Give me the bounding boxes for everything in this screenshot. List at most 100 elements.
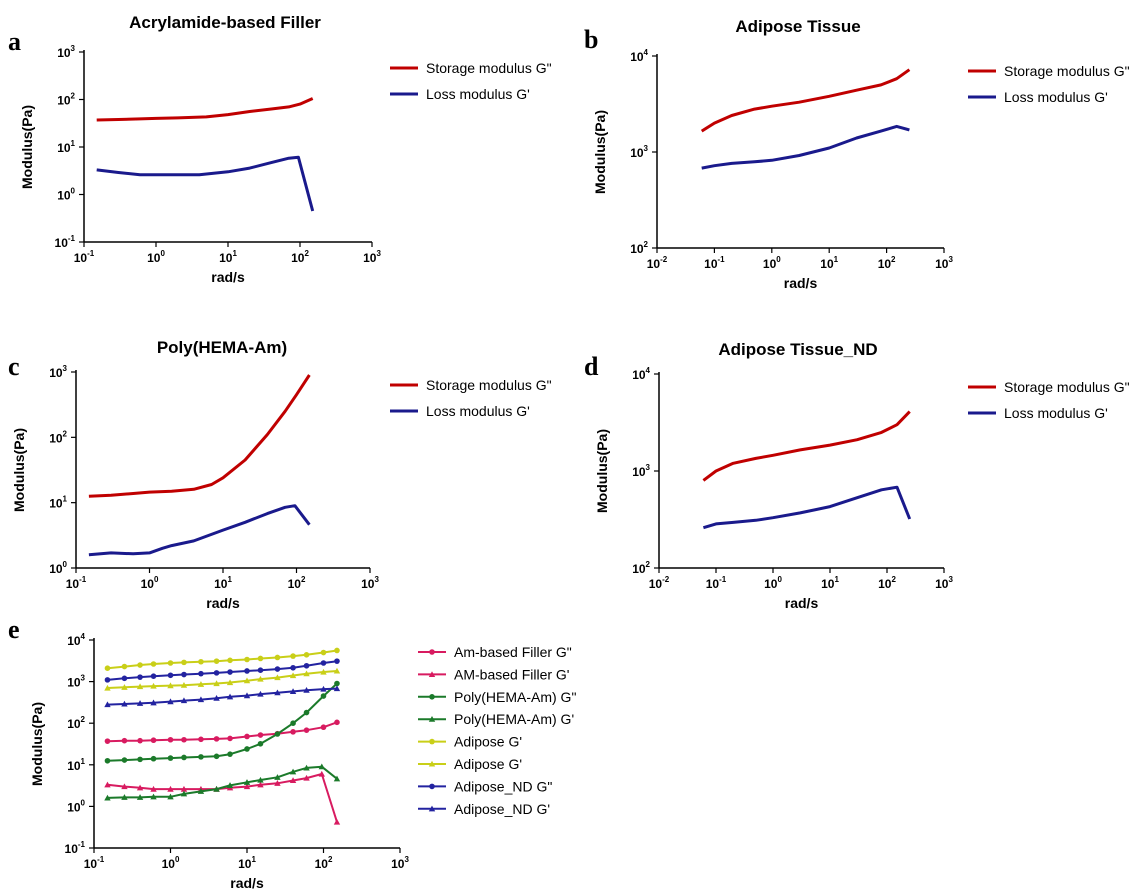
data-point xyxy=(150,699,157,706)
legend-entry: Adipose G' xyxy=(454,756,522,772)
y-tick-label: 102 xyxy=(57,92,75,108)
data-point xyxy=(198,754,204,760)
data-point xyxy=(289,777,297,784)
y-tick-label: 102 xyxy=(49,429,67,445)
data-point xyxy=(213,736,220,742)
x-tick-label: 10-1 xyxy=(74,249,95,265)
data-point xyxy=(104,794,111,801)
data-point xyxy=(226,782,234,788)
data-point xyxy=(150,673,157,679)
chart-title-d: Adipose Tissue_ND xyxy=(718,340,877,359)
legend-entry: Storage modulus G" xyxy=(426,377,552,393)
data-point xyxy=(303,709,310,716)
legend-entry: Storage modulus G" xyxy=(1004,379,1130,395)
data-point xyxy=(274,666,281,672)
x-tick-label: 100 xyxy=(162,855,180,871)
series-line-e-5 xyxy=(107,670,338,689)
data-point xyxy=(320,685,327,692)
data-point xyxy=(227,751,233,757)
data-point xyxy=(121,794,128,800)
data-point xyxy=(303,662,310,669)
y-tick-label: 103 xyxy=(57,44,75,60)
series-line-e-6 xyxy=(107,660,338,681)
series-line-a-0 xyxy=(96,97,314,122)
series-line-e-3 xyxy=(107,765,338,799)
x-tick-label: 100 xyxy=(763,255,781,271)
x-tick-label: 102 xyxy=(878,255,896,271)
x-tick-label: 10-1 xyxy=(66,575,87,591)
data-point xyxy=(150,682,157,689)
data-point xyxy=(121,663,128,670)
data-point xyxy=(243,779,251,785)
series-line-e-2 xyxy=(107,682,338,762)
legend-marker xyxy=(429,738,435,745)
series-line-d-0 xyxy=(702,410,911,482)
data-point xyxy=(289,688,297,695)
data-point xyxy=(136,784,144,791)
data-point xyxy=(303,687,310,693)
data-point xyxy=(257,781,264,788)
data-point xyxy=(257,667,264,673)
panel-label-d: d xyxy=(584,352,599,381)
data-point xyxy=(137,737,143,744)
data-point xyxy=(227,657,233,664)
data-point xyxy=(257,740,264,747)
data-point xyxy=(121,737,128,744)
data-point xyxy=(334,658,340,664)
series-line-c-1 xyxy=(88,504,311,557)
y-axis-label-a: Modulus(Pa) xyxy=(19,105,35,189)
data-point xyxy=(180,697,188,704)
data-point xyxy=(137,674,143,680)
data-point xyxy=(257,675,264,682)
x-tick-label: 100 xyxy=(147,249,165,265)
data-point xyxy=(104,738,111,744)
x-tick-label: 101 xyxy=(821,575,839,591)
data-point xyxy=(226,679,234,686)
data-point xyxy=(121,675,128,682)
data-point xyxy=(213,694,220,701)
data-point xyxy=(213,753,220,760)
y-axis-label-b: Modulus(Pa) xyxy=(592,110,608,194)
legend-entry: Am-based Filler G" xyxy=(454,644,572,660)
data-point xyxy=(180,785,188,792)
legend-entry: Loss modulus G' xyxy=(1004,89,1108,105)
y-tick-label: 100 xyxy=(67,798,85,814)
legend-marker xyxy=(429,783,435,790)
y-tick-label: 104 xyxy=(632,366,650,382)
x-tick-label: 10-2 xyxy=(649,575,670,591)
data-point xyxy=(136,700,144,706)
data-point xyxy=(274,654,281,661)
data-point xyxy=(320,668,327,675)
data-point xyxy=(121,700,128,707)
data-point xyxy=(334,680,340,687)
data-point xyxy=(257,732,264,738)
data-point xyxy=(289,672,297,679)
data-point xyxy=(274,780,281,786)
data-point xyxy=(167,785,174,792)
x-tick-label: 101 xyxy=(238,855,256,871)
data-point xyxy=(136,794,144,800)
x-tick-label: 10-1 xyxy=(704,255,725,271)
data-point xyxy=(320,660,327,666)
data-point xyxy=(274,774,281,780)
y-tick-label: 104 xyxy=(630,48,648,64)
data-point xyxy=(136,683,144,690)
data-point xyxy=(213,785,220,792)
data-point xyxy=(244,733,250,740)
legend-marker xyxy=(429,649,435,655)
data-point xyxy=(167,736,174,743)
x-tick-label: 101 xyxy=(214,575,232,591)
data-point xyxy=(181,736,187,743)
y-tick-label: 102 xyxy=(67,715,85,731)
data-point xyxy=(213,658,220,664)
x-tick-label: 102 xyxy=(878,575,896,591)
data-point xyxy=(104,781,111,788)
x-axis-label-c: rad/s xyxy=(206,595,240,611)
legend-entry: Poly(HEMA-Am) G" xyxy=(454,689,576,705)
data-point xyxy=(180,681,188,688)
x-tick-label: 103 xyxy=(935,575,953,591)
y-tick-label: 102 xyxy=(630,240,648,256)
legend-marker xyxy=(428,805,436,812)
panel-label-a: a xyxy=(8,27,21,56)
